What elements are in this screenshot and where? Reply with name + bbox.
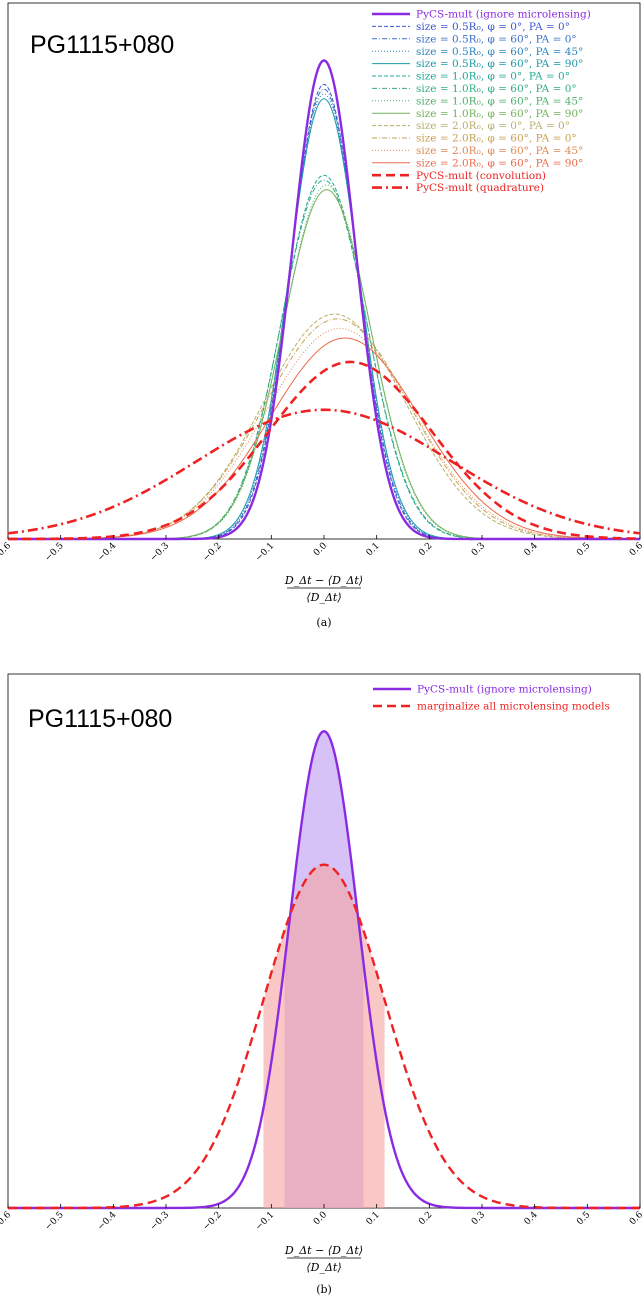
- x-axis-label-a: D_Δt − ⟨D_Δt⟩ ⟨D_Δt⟩: [284, 574, 363, 604]
- legend-label: marginalize all microlensing models: [417, 701, 610, 713]
- x-tick-label: 0.0: [312, 541, 329, 558]
- legend-label: PyCS-mult (ignore microlensing): [416, 9, 591, 21]
- x-tick-label: −0.1: [254, 541, 277, 564]
- series-line-9: [8, 189, 640, 540]
- x-tick-label: −0.6: [0, 1210, 13, 1233]
- x-tick-label: 0.6: [628, 541, 643, 558]
- panel-a: −0.6 −0.5 −0.4 −0.3 −0.2 −0.1 0.0 0.1 0.2 0.3 0.4 0…: [0, 2, 643, 629]
- x-axis-label-denominator: ⟨D_Δt⟩: [306, 1261, 341, 1274]
- x-tick-label: −0.5: [43, 1210, 66, 1233]
- x-tick-label: −0.6: [0, 541, 13, 564]
- caption-a: (a): [316, 616, 331, 629]
- legend-label: size = 1.0R₀, φ = 60°, PA = 0°: [416, 83, 577, 95]
- x-axis-label-denominator: ⟨D_Δt⟩: [306, 591, 341, 604]
- legend-label: PyCS-mult (quadrature): [416, 182, 544, 194]
- legend-label: size = 1.0R₀, φ = 0°, PA = 0°: [416, 71, 570, 83]
- x-tick-label: −0.4: [96, 1210, 119, 1233]
- x-tick-label: −0.5: [43, 541, 66, 564]
- chart-title-a: PG1115+080: [30, 31, 174, 59]
- legend-label: size = 0.5R₀, φ = 0°, PA = 0°: [416, 21, 570, 33]
- caption-b: (b): [316, 1283, 332, 1296]
- legend-b: PyCS-mult (ignore microlensing) marginali…: [373, 684, 610, 713]
- x-tick-label: −0.1: [254, 1210, 277, 1233]
- legend-label: size = 2.0R₀, φ = 60°, PA = 0°: [416, 133, 577, 145]
- x-axis-label-numerator: D_Δt − ⟨D_Δt⟩: [284, 574, 363, 587]
- x-tick-label: 0.5: [575, 1210, 592, 1227]
- x-axis-label-numerator: D_Δt − ⟨D_Δt⟩: [284, 1244, 363, 1257]
- series-line-12: [8, 327, 641, 540]
- series-line-10: [8, 313, 640, 540]
- legend-label: size = 2.0R₀, φ = 60°, PA = 45°: [416, 145, 583, 157]
- series-line-13: [8, 337, 641, 540]
- legend-label: size = 2.0R₀, φ = 0°, PA = 0°: [416, 120, 570, 132]
- x-tick-label: 0.3: [470, 541, 487, 558]
- series-line-15: [7, 408, 641, 535]
- legend-label: PyCS-mult (ignore microlensing): [417, 684, 592, 696]
- x-axis-label-b: D_Δt − ⟨D_Δt⟩ ⟨D_Δt⟩: [284, 1244, 363, 1274]
- x-tick-label: 0.5: [575, 541, 592, 558]
- x-tick-label: −0.2: [201, 541, 224, 564]
- bands-b: [263, 731, 385, 1208]
- x-tick-label: 0.2: [417, 541, 434, 558]
- legend-label: PyCS-mult (convolution): [416, 170, 546, 182]
- legend-label: size = 2.0R₀, φ = 60°, PA = 90°: [416, 157, 583, 169]
- panel-b: −0.6 −0.5 −0.4 −0.3 −0.2 −0.1 0.0 0.1 0.2 0.3 0.4 0…: [0, 673, 643, 1296]
- series-line-7: [8, 179, 640, 540]
- legend-label: size = 0.5R₀, φ = 60°, PA = 0°: [416, 33, 577, 45]
- x-tick-label: 0.4: [523, 1210, 540, 1227]
- x-tick-label: −0.3: [149, 1210, 172, 1233]
- legend-label: size = 1.0R₀, φ = 60°, PA = 45°: [416, 95, 583, 107]
- x-tick-label: −0.3: [149, 541, 172, 564]
- x-tick-label: −0.2: [201, 1210, 224, 1233]
- series-line-6: [8, 174, 640, 540]
- x-tick-label: 0.2: [417, 1210, 434, 1227]
- legend-a: PyCS-mult (ignore microlensing)size = 0.…: [372, 9, 591, 194]
- x-tick-label: 0.6: [628, 1210, 643, 1227]
- x-tick-label: 0.1: [365, 541, 382, 558]
- x-tick-label: −0.4: [96, 541, 119, 564]
- legend-label: size = 0.5R₀, φ = 60°, PA = 90°: [416, 58, 583, 70]
- series-line-11: [8, 318, 640, 540]
- legend-label: size = 1.0R₀, φ = 60°, PA = 90°: [416, 108, 583, 120]
- x-tick-label: 0.1: [365, 1210, 382, 1227]
- legend-label: size = 0.5R₀, φ = 60°, PA = 45°: [416, 46, 583, 58]
- series-line-8: [8, 184, 640, 540]
- chart-title-b: PG1115+080: [28, 705, 172, 733]
- x-tick-label: 0.0: [312, 1210, 329, 1227]
- x-tick-label: 0.4: [523, 541, 540, 558]
- x-tick-label: 0.3: [470, 1210, 487, 1227]
- confidence-band-2: [263, 864, 385, 1208]
